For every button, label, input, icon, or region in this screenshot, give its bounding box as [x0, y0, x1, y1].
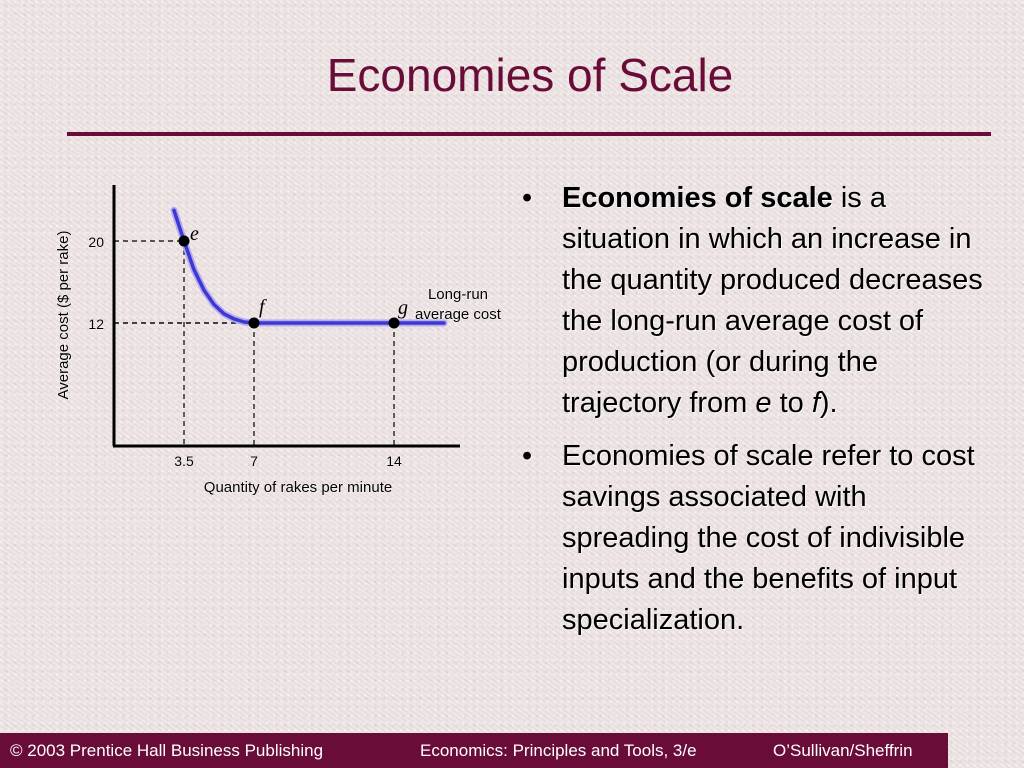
- point-f: [248, 317, 260, 329]
- bullet-point-e: e: [755, 387, 772, 419]
- x-tick-label: 14: [386, 453, 402, 469]
- footer-copyright: © 2003 Prentice Hall Business Publishing: [10, 741, 324, 760]
- bullet-marker: •: [522, 182, 533, 214]
- bullet-text: is a situation in which an increase in t…: [562, 182, 983, 419]
- point-label-e: e: [190, 223, 199, 245]
- point-e: [178, 235, 190, 247]
- y-tick-label: 12: [88, 316, 104, 332]
- bullet-item-definition: • Economies of scale is a situation in wh…: [520, 178, 1000, 424]
- lrac-curve: [172, 208, 446, 325]
- curve-label: Long-run: [428, 286, 488, 303]
- footer-bar: © 2003 Prentice Hall Business Publishing…: [0, 733, 948, 768]
- footer-book-title: Economics: Principles and Tools, 3/e: [420, 741, 697, 760]
- y-tick-label: 20: [88, 234, 104, 250]
- curve-label: average cost: [415, 306, 502, 323]
- slide-title: Economies of Scale: [326, 49, 734, 101]
- bullet-text: Economies of scale refer to cost savings…: [562, 440, 975, 636]
- title-divider: [67, 132, 991, 136]
- bullet-bold-term: Economies of scale: [562, 182, 833, 214]
- point-g: [388, 317, 400, 329]
- x-tick-label: 3.5: [174, 453, 194, 469]
- bullet-item-savings: • Economies of scale refer to cost saving…: [520, 436, 1000, 641]
- bullet-list: • Economies of scale is a situation in wh…: [520, 178, 1000, 653]
- point-label-g: g: [398, 297, 408, 319]
- y-axis-title: Average cost ($ per rake): [55, 231, 72, 400]
- bullet-text: ).: [819, 387, 838, 419]
- lrac-chart: e f g 20 12 3.5 7 14 Quantity of rakes per minut…: [55, 185, 502, 496]
- footer-authors: O’Sullivan/Sheffrin: [773, 741, 913, 760]
- bullet-marker: •: [522, 440, 533, 472]
- point-label-f: f: [259, 296, 267, 318]
- x-axis-title: Quantity of rakes per minute: [204, 479, 392, 496]
- bullet-text: to: [771, 387, 812, 419]
- bullet-point-f: f: [811, 387, 820, 419]
- x-tick-label: 7: [250, 453, 258, 469]
